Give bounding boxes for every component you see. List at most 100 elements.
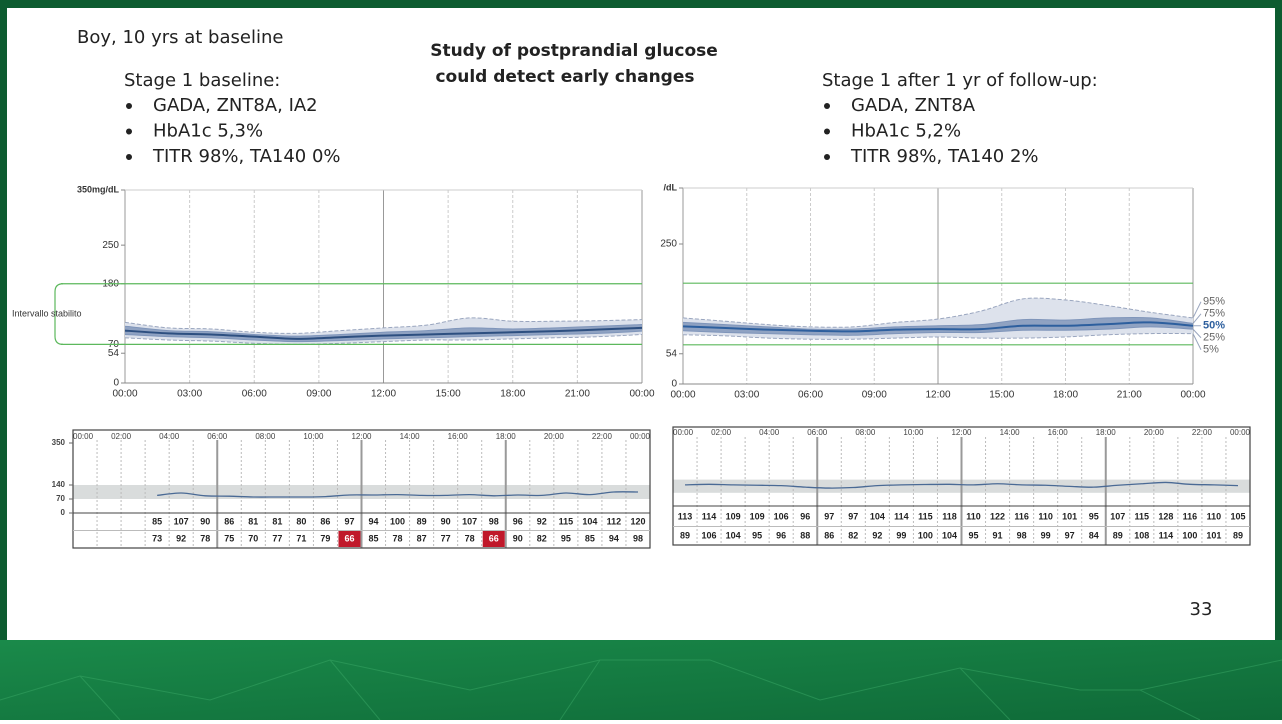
table-cell: 95 bbox=[561, 533, 571, 543]
table-cell: 78 bbox=[200, 533, 210, 543]
x-tick-label: 09:00 bbox=[306, 389, 331, 400]
y-tick-label: 250 bbox=[102, 240, 119, 251]
table-cell: 71 bbox=[296, 533, 306, 543]
table-cell: 89 bbox=[1233, 530, 1243, 540]
table-cell: 104 bbox=[726, 530, 741, 540]
table-cell: 104 bbox=[942, 530, 957, 540]
table-cell: 85 bbox=[585, 533, 595, 543]
percentile-line bbox=[124, 330, 643, 343]
table-cell: 115 bbox=[559, 516, 574, 526]
x-tick-label: 15:00 bbox=[989, 390, 1014, 401]
table-cell: 80 bbox=[296, 516, 306, 526]
x-tick-label: 12:00 bbox=[351, 432, 372, 441]
x-tick-label: 00:00 bbox=[112, 389, 137, 400]
table-cell: 81 bbox=[272, 516, 282, 526]
table-cell: 78 bbox=[393, 533, 403, 543]
legend-label: 25% bbox=[1203, 332, 1225, 344]
percentile-line bbox=[682, 321, 1194, 333]
table-cell: 77 bbox=[272, 533, 282, 543]
table-cell: 86 bbox=[824, 530, 834, 540]
table-cell: 113 bbox=[678, 511, 693, 521]
table-cell: 95 bbox=[1089, 511, 1099, 521]
x-tick-label: 04:00 bbox=[759, 428, 780, 437]
table-cell: 81 bbox=[248, 516, 258, 526]
x-tick-label: 06:00 bbox=[807, 428, 828, 437]
x-tick-label: 21:00 bbox=[565, 389, 590, 400]
bullet-dot bbox=[824, 103, 830, 109]
table-cell: 101 bbox=[1062, 511, 1077, 521]
glucose-trace bbox=[685, 481, 1239, 489]
page-number: 33 bbox=[1190, 599, 1213, 620]
legend-label: 95% bbox=[1203, 296, 1225, 308]
table-cell: 120 bbox=[630, 516, 645, 526]
panel-heading: Stage 1 baseline: bbox=[124, 70, 280, 91]
target-bracket bbox=[54, 283, 64, 345]
x-tick-label: 18:00 bbox=[1053, 390, 1078, 401]
bullet-text: GADA, ZNT8A bbox=[851, 95, 976, 116]
table-cell: 88 bbox=[800, 530, 810, 540]
x-tick-label: 04:00 bbox=[159, 432, 180, 441]
table-cell: 107 bbox=[1110, 511, 1125, 521]
y-tick-label: /dL bbox=[664, 182, 678, 192]
y-tick-label: 0 bbox=[113, 378, 119, 389]
bullet-dot bbox=[126, 128, 132, 135]
table-cell: 105 bbox=[1230, 511, 1245, 521]
x-tick-label: 06:00 bbox=[207, 432, 228, 441]
legend-label: 5% bbox=[1203, 344, 1219, 356]
percentile-line bbox=[682, 297, 1194, 328]
table-cell: 107 bbox=[462, 516, 477, 526]
table-cell: 94 bbox=[609, 533, 619, 543]
x-tick-label: 10:00 bbox=[903, 428, 924, 437]
table-cell: 110 bbox=[1207, 511, 1222, 521]
table-cell: 128 bbox=[1158, 511, 1173, 521]
table-cell: 89 bbox=[1113, 530, 1123, 540]
table-cell: 116 bbox=[1183, 511, 1198, 521]
table-cell: 114 bbox=[894, 511, 909, 521]
y-tick-label: 54 bbox=[666, 348, 678, 359]
table-cell: 79 bbox=[320, 533, 330, 543]
x-tick-label: 21:00 bbox=[1117, 390, 1142, 401]
daily-frame bbox=[72, 429, 651, 549]
x-tick-label: 22:00 bbox=[1192, 428, 1213, 437]
table-cell: 90 bbox=[513, 533, 523, 543]
table-cell: 91 bbox=[993, 530, 1003, 540]
percentile-line bbox=[682, 333, 1194, 340]
low-highlight bbox=[482, 531, 505, 547]
x-tick-label: 00:00 bbox=[1230, 428, 1251, 437]
low-highlight bbox=[338, 531, 361, 547]
target-label: Intervallo stabilito bbox=[12, 308, 82, 318]
table-cell: 101 bbox=[1206, 530, 1221, 540]
x-tick-label: 00:00 bbox=[1180, 390, 1205, 401]
table-cell: 89 bbox=[680, 530, 690, 540]
x-tick-label: 00:00 bbox=[630, 432, 651, 441]
table-cell: 97 bbox=[848, 511, 858, 521]
table-cell: 66 bbox=[489, 533, 499, 543]
x-tick-label: 00:00 bbox=[73, 432, 94, 441]
x-tick-label: 12:00 bbox=[925, 390, 950, 401]
table-cell: 100 bbox=[1182, 530, 1197, 540]
x-tick-label: 00:00 bbox=[673, 428, 694, 437]
percentile-line bbox=[124, 333, 643, 345]
table-cell: 100 bbox=[918, 530, 933, 540]
table-cell: 96 bbox=[776, 530, 786, 540]
bullet-text: TITR 98%, TA140 2% bbox=[850, 146, 1039, 167]
table-cell: 85 bbox=[152, 516, 162, 526]
table-cell: 92 bbox=[537, 516, 547, 526]
x-tick-label: 16:00 bbox=[448, 432, 469, 441]
table-cell: 89 bbox=[417, 516, 427, 526]
table-cell: 82 bbox=[537, 533, 547, 543]
x-tick-label: 10:00 bbox=[303, 432, 324, 441]
table-cell: 98 bbox=[633, 533, 643, 543]
table-cell: 87 bbox=[417, 533, 427, 543]
table-cell: 85 bbox=[369, 533, 379, 543]
headline: Study of postprandial glucose bbox=[430, 41, 718, 61]
percentile-line bbox=[124, 317, 643, 334]
table-cell: 97 bbox=[824, 511, 834, 521]
percentile-line bbox=[124, 326, 643, 340]
network-decoration bbox=[0, 659, 1282, 721]
table-cell: 115 bbox=[918, 511, 933, 521]
table-cell: 92 bbox=[872, 530, 882, 540]
x-tick-label: 08:00 bbox=[855, 428, 876, 437]
table-cell: 99 bbox=[896, 530, 906, 540]
